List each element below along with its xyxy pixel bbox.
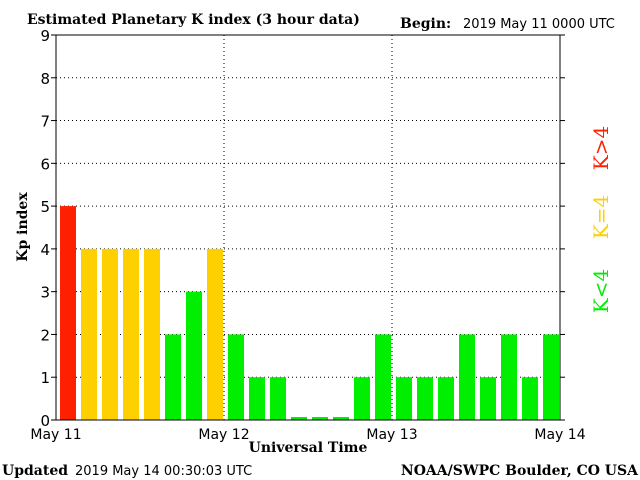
y-tick-label: 6 [40, 155, 50, 173]
kp-bar [417, 377, 433, 420]
legend-k-below-4: K<4 [589, 269, 613, 313]
kp-bar [501, 334, 517, 420]
kp-bar [165, 334, 181, 420]
y-tick-label: 5 [40, 198, 50, 216]
legend-k-equal-4: K=4 [589, 195, 613, 239]
kp-bar [459, 334, 475, 420]
kp-bar [438, 377, 454, 420]
updated-label: Updated [2, 463, 68, 479]
y-tick-label: 8 [40, 70, 50, 88]
y-tick-label: 2 [40, 326, 50, 344]
kp-bar [249, 377, 265, 420]
x-tick-label: May 14 [534, 427, 585, 443]
kp-bar [60, 206, 76, 420]
begin-label: Begin: [400, 16, 451, 32]
kp-bar [522, 377, 538, 420]
y-tick-label: 1 [40, 369, 50, 387]
y-tick-label: 4 [40, 241, 50, 259]
kp-bar [480, 377, 496, 420]
bars [60, 206, 559, 420]
updated-value: 2019 May 14 00:30:03 UTC [75, 464, 252, 479]
kp-bar [81, 249, 97, 420]
kp-bar [543, 334, 559, 420]
y-tick-label: 7 [40, 113, 50, 131]
begin-value: 2019 May 11 0000 UTC [463, 17, 615, 32]
x-tick-label: May 12 [198, 427, 249, 443]
kp-bar [354, 377, 370, 420]
kp-bar [375, 334, 391, 420]
kp-bar [228, 334, 244, 420]
y-axis-label: Kp index [15, 192, 31, 262]
kp-bar [123, 249, 139, 420]
kp-bar [186, 292, 202, 420]
source-credit: NOAA/SWPC Boulder, CO USA [401, 463, 639, 479]
y-tick-label: 3 [40, 284, 50, 302]
chart-title: Estimated Planetary K index (3 hour data… [27, 12, 360, 28]
legend-k-above-4: K>4 [589, 126, 613, 170]
x-tick-label: May 13 [366, 427, 417, 443]
y-tick-label: 9 [40, 27, 50, 45]
kp-bar [144, 249, 160, 420]
kp-bar [102, 249, 118, 420]
kp-bar [207, 249, 223, 420]
x-tick-label: May 11 [30, 427, 81, 443]
kp-bar [270, 377, 286, 420]
x-axis-label: Universal Time [249, 440, 368, 456]
kp-bar [396, 377, 412, 420]
